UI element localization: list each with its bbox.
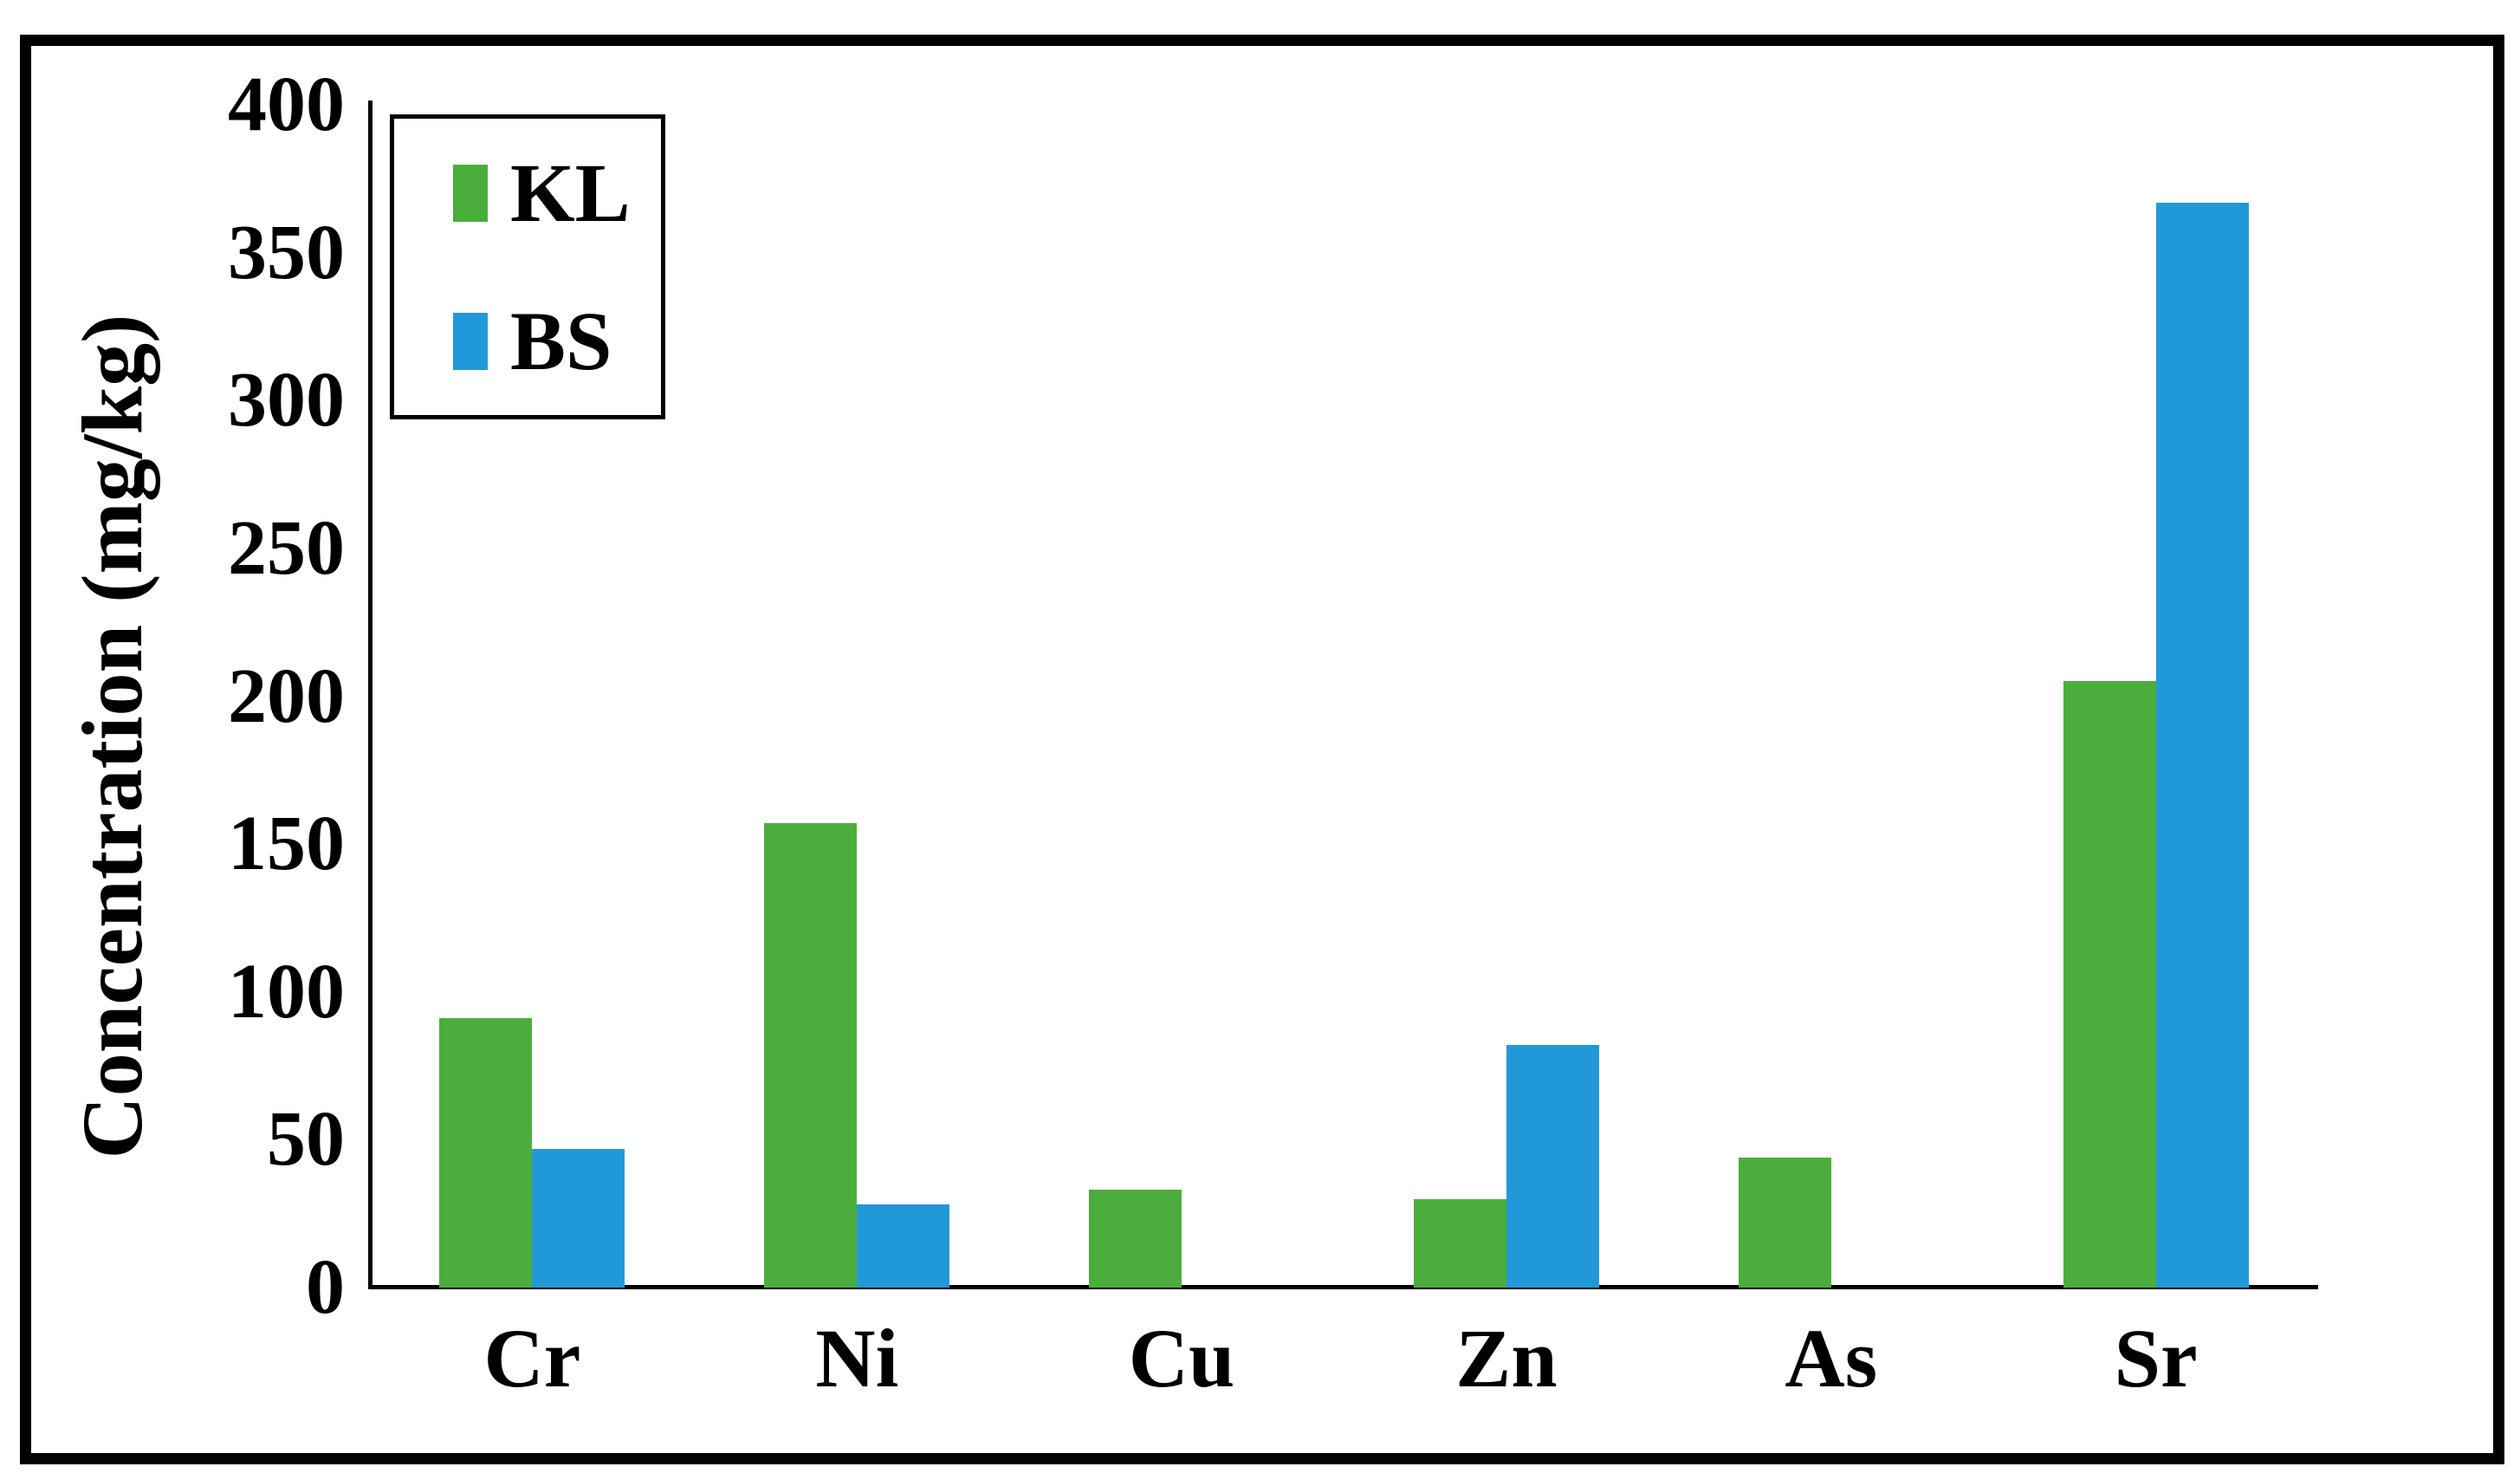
x-category-label-cu: Cu xyxy=(1128,1312,1235,1405)
legend-label-bs: BS xyxy=(510,294,612,387)
bar-kl-sr xyxy=(2063,681,2156,1288)
bar-kl-cr xyxy=(439,1018,533,1288)
y-tick-label-100: 100 xyxy=(228,948,345,1035)
kl-series-swatch xyxy=(453,164,488,222)
bar-bs-sr xyxy=(2155,202,2249,1288)
y-tick-label-400: 400 xyxy=(228,62,345,147)
y-tick-label-0: 0 xyxy=(306,1244,345,1330)
x-category-label-as: As xyxy=(1785,1312,1878,1405)
y-axis-line xyxy=(368,101,372,1289)
bar-bs-zn xyxy=(1506,1045,1599,1288)
y-tick-label-50: 50 xyxy=(267,1096,345,1183)
x-category-label-sr: Sr xyxy=(2114,1312,2198,1405)
y-tick-label-350: 350 xyxy=(228,209,345,295)
bs-series-swatch xyxy=(453,312,488,370)
legend-item-kl: KL xyxy=(453,146,661,239)
y-tick-label-150: 150 xyxy=(228,801,345,887)
x-axis-line xyxy=(368,1285,2318,1289)
x-category-label-zn: Zn xyxy=(1455,1312,1558,1405)
legend-label-kl: KL xyxy=(510,146,631,239)
y-tick-label-200: 200 xyxy=(228,652,345,739)
bar-kl-cu xyxy=(1089,1190,1182,1288)
x-category-label-cr: Cr xyxy=(483,1312,581,1405)
bar-bs-ni xyxy=(857,1204,950,1288)
bar-kl-as xyxy=(1738,1157,1831,1288)
x-category-label-ni: Ni xyxy=(815,1312,899,1405)
bar-kl-zn xyxy=(1413,1198,1506,1288)
bar-bs-cr xyxy=(532,1148,625,1288)
bar-kl-ni xyxy=(764,823,858,1288)
y-tick-label-250: 250 xyxy=(228,504,345,591)
legend: KL BS xyxy=(390,114,665,419)
legend-item-bs: BS xyxy=(453,294,661,387)
y-tick-label-300: 300 xyxy=(228,357,345,444)
